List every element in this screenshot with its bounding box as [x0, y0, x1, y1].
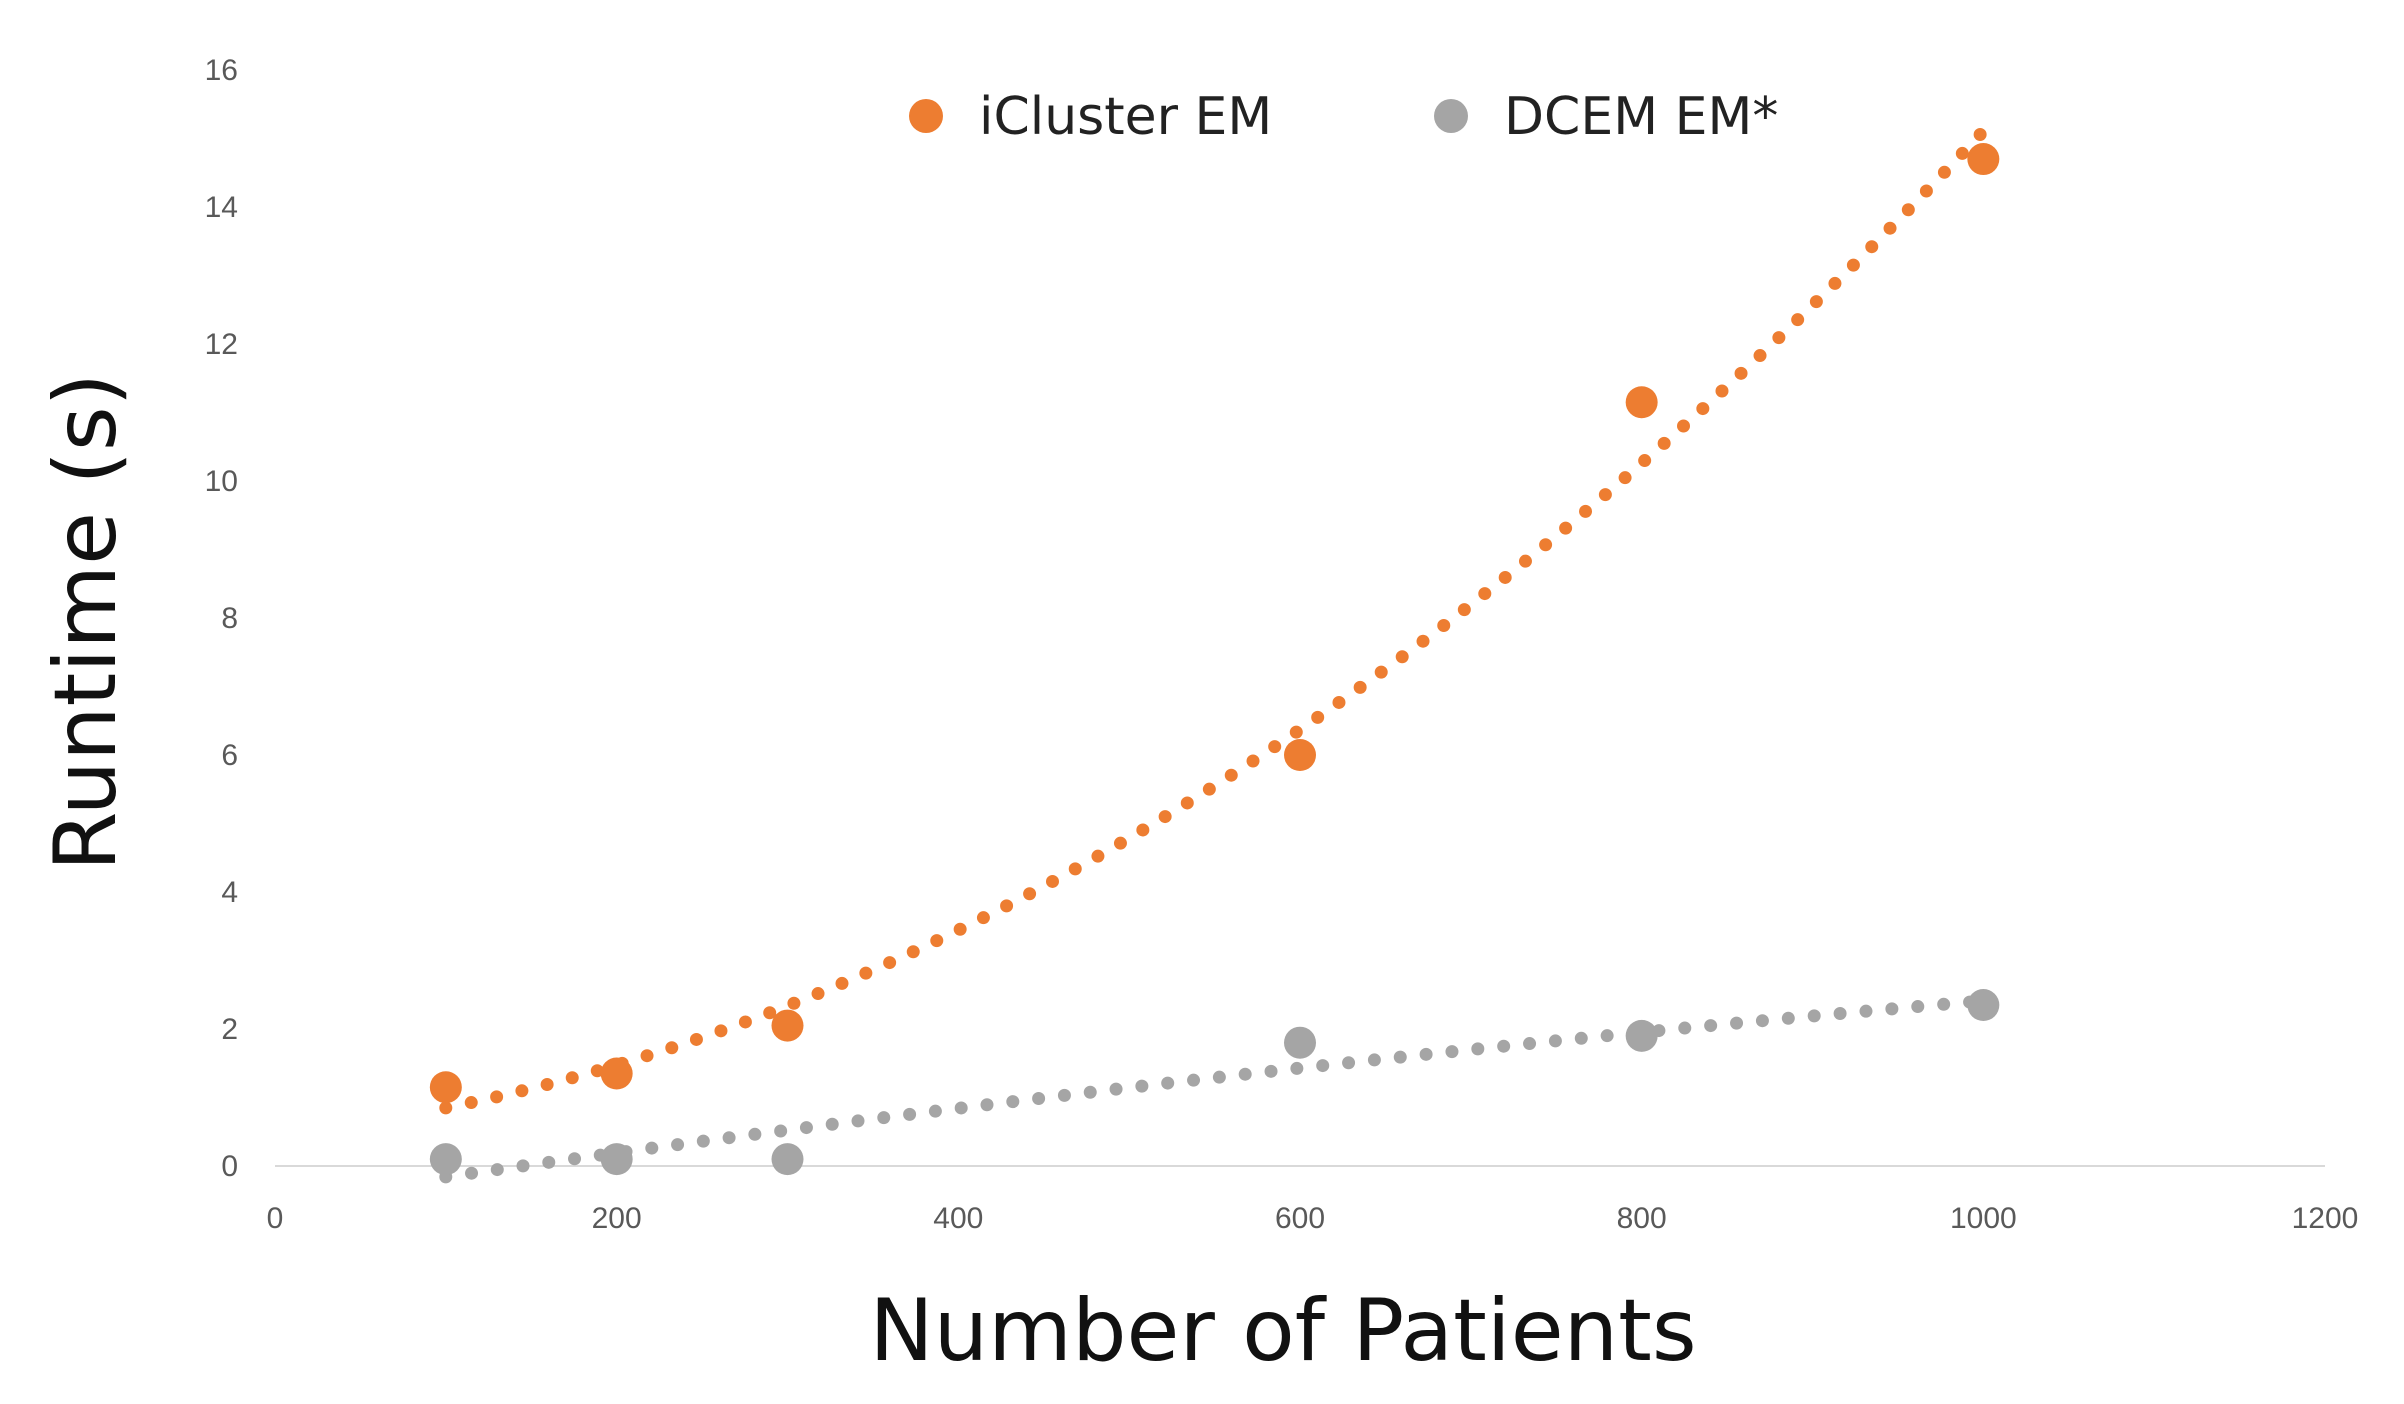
data-points: [429, 143, 2000, 1176]
legend-label: iCluster EM: [979, 87, 1272, 147]
x-tick-label: 200: [592, 1202, 642, 1235]
data-point: [600, 1057, 633, 1090]
data-point: [1967, 143, 2000, 176]
data-point: [429, 1071, 462, 1104]
x-axis-ticks: 0 200 400 600 800 1000 1200: [267, 1202, 2359, 1235]
y-axis-ticks: 0 2 4 6 8 10 12 14 16: [205, 54, 238, 1183]
data-point: [429, 1143, 462, 1176]
legend-marker: [909, 99, 943, 133]
data-point: [1625, 1019, 1658, 1052]
legend-marker: [1434, 99, 1468, 133]
trendlines: [439, 124, 1990, 1184]
x-axis-title: Number of Patients: [869, 1281, 1696, 1381]
data-point: [1284, 1026, 1316, 1059]
trendline: [439, 994, 1990, 1184]
y-tick-label: 8: [221, 602, 238, 635]
x-tick-label: 1200: [2292, 1202, 2359, 1235]
data-point: [1625, 386, 1658, 419]
y-tick-label: 0: [221, 1150, 238, 1183]
data-point: [1967, 989, 2000, 1022]
y-tick-label: 2: [221, 1013, 238, 1046]
plot-area: 0 200 400 600 800 1000 1200 0 2 4 6 8 10 12 14 16: [205, 54, 2359, 1235]
y-tick-label: 16: [205, 54, 238, 87]
x-tick-label: 800: [1617, 1202, 1667, 1235]
y-tick-label: 4: [221, 876, 238, 909]
legend-label: DCEM EM*: [1504, 87, 1778, 147]
x-tick-label: 600: [1275, 1202, 1325, 1235]
y-tick-label: 14: [205, 191, 238, 224]
data-point: [771, 1143, 804, 1176]
y-tick-label: 10: [205, 465, 238, 498]
x-tick-label: 0: [267, 1202, 284, 1235]
x-tick-label: 1000: [1950, 1202, 2017, 1235]
y-tick-label: 6: [221, 739, 238, 772]
y-axis-title: Runtime (s): [36, 373, 136, 871]
data-point: [600, 1143, 633, 1176]
legend-item: DCEM EM*: [1434, 87, 1778, 147]
data-point: [771, 1009, 804, 1042]
data-point: [1284, 739, 1316, 771]
trendline: [439, 124, 1990, 1115]
legend-item: iCluster EM: [909, 87, 1272, 147]
legend: iCluster EM DCEM EM*: [909, 87, 1778, 147]
y-tick-label: 12: [205, 328, 238, 361]
x-tick-label: 400: [933, 1202, 983, 1235]
